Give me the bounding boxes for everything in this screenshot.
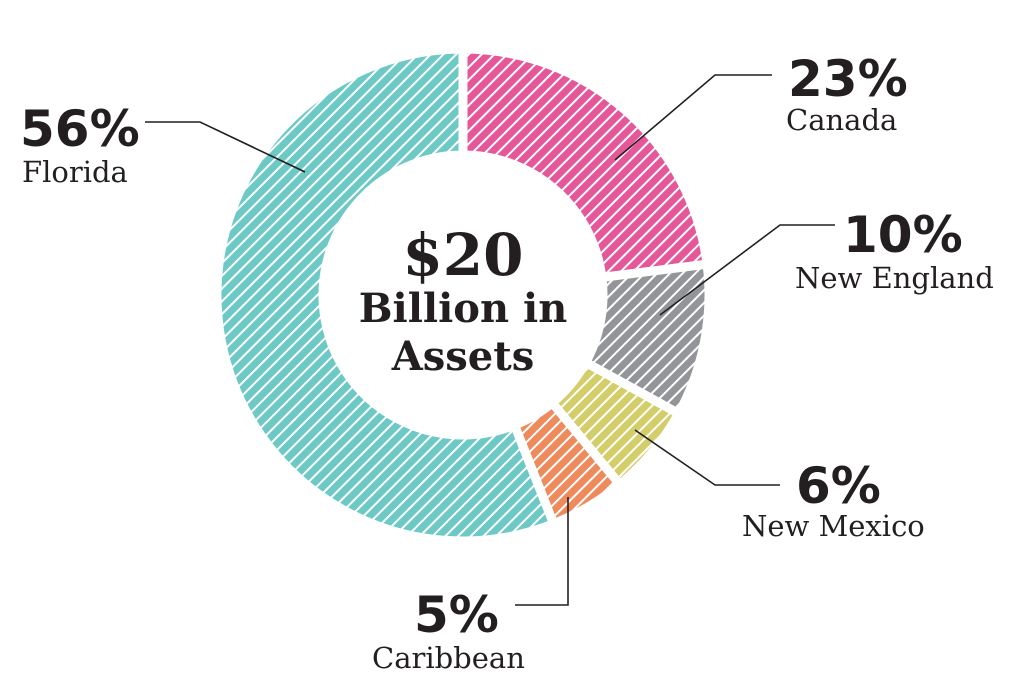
pct-label-new-england: 10% <box>843 206 963 264</box>
leader-lines <box>145 74 835 606</box>
center-line-3: Assets <box>391 333 535 380</box>
name-label-florida: Florida <box>22 155 128 189</box>
leader-line-canada <box>614 74 772 161</box>
leader-line-new-england <box>659 224 835 316</box>
pct-label-caribbean: 5% <box>414 586 499 644</box>
pct-label-canada: 23% <box>788 50 908 108</box>
slice-florida <box>212 44 560 546</box>
slices <box>212 44 714 546</box>
pct-label-florida: 56% <box>20 100 140 158</box>
slice-canada <box>458 44 713 283</box>
name-label-new-mexico: New Mexico <box>742 509 925 543</box>
leader-line-new-mexico <box>634 429 780 486</box>
name-label-caribbean: Caribbean <box>372 641 525 675</box>
center-line-2: Billion in <box>359 285 568 332</box>
leader-line-caribbean <box>515 497 569 606</box>
leader-line-florida <box>145 121 306 173</box>
name-label-new-england: New England <box>795 261 994 295</box>
name-label-canada: Canada <box>786 103 897 137</box>
pct-label-new-mexico: 6% <box>796 457 881 515</box>
center-amount: $20 <box>402 221 523 289</box>
